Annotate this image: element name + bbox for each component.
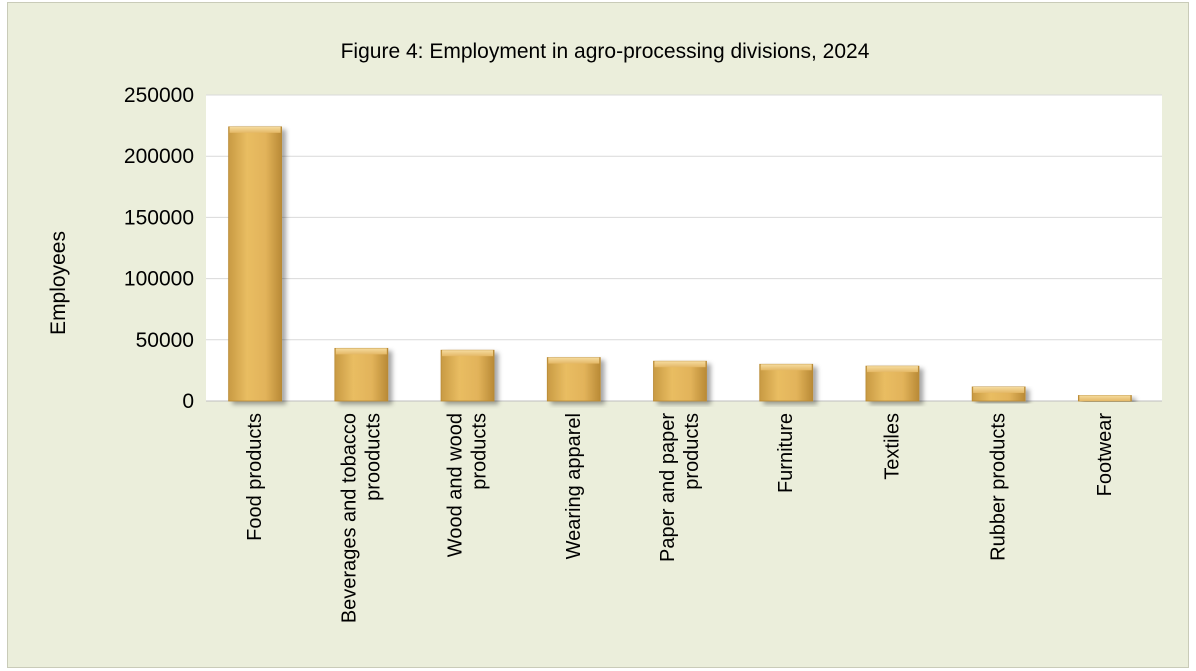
y-tick-label: 0: [182, 390, 194, 413]
x-category-label: products: [469, 413, 491, 490]
bar: [653, 360, 707, 402]
bar: [228, 126, 283, 402]
bar-bevel: [760, 364, 812, 371]
x-category-label: products: [681, 413, 703, 490]
bar-bevel: [1079, 395, 1131, 401]
chart-frame: 0 50000 100000 150000 200000 250000 Food prod…: [7, 2, 1189, 668]
x-category-label: prooducts: [362, 413, 384, 501]
bar: [865, 365, 920, 402]
bar-body: [228, 126, 283, 402]
bar: [334, 347, 389, 402]
x-category-label: Furniture: [775, 413, 797, 493]
bar: [971, 386, 1026, 402]
x-category-label: Wood and wood: [445, 413, 467, 557]
bar-body: [546, 357, 601, 402]
bar-bevel: [973, 386, 1025, 393]
y-tick-label: 150000: [124, 206, 194, 229]
bar: [546, 357, 601, 402]
x-category-label: Food products: [244, 413, 266, 541]
bars: [228, 126, 1132, 402]
bar-bevel: [866, 366, 918, 373]
y-tick-label: 200000: [124, 145, 194, 168]
y-tick-label: 50000: [136, 329, 194, 352]
bar-bevel: [229, 126, 281, 133]
y-tick-label: 100000: [124, 268, 194, 291]
bar-bevel: [335, 348, 387, 355]
y-axis-ticks: 0 50000 100000 150000 200000 250000: [124, 84, 194, 413]
bar-body: [334, 347, 389, 402]
chart-title: Figure 4: Employment in agro-processing …: [341, 40, 870, 63]
bar: [440, 349, 495, 402]
y-axis-label: Employees: [47, 231, 70, 335]
bar-bevel: [654, 361, 706, 368]
bar-chart: 0 50000 100000 150000 200000 250000 Food prod…: [47, 40, 1162, 623]
y-tick-label: 250000: [124, 84, 194, 107]
bar-body: [653, 360, 707, 402]
x-category-label: Beverages and tobacco: [338, 413, 360, 623]
bar-body: [440, 349, 495, 402]
bar-bevel: [442, 350, 494, 357]
x-category-label: Textiles: [881, 413, 903, 480]
x-category-label: Footwear: [1094, 413, 1116, 497]
bar-bevel: [548, 357, 600, 364]
bar: [759, 363, 814, 402]
bar: [1077, 395, 1132, 402]
x-category-label: Rubber products: [988, 413, 1010, 561]
x-category-label: Wearing apparel: [563, 413, 585, 559]
bar-body: [759, 363, 814, 402]
x-category-label: Paper and paper: [657, 413, 679, 562]
x-axis-categories: Food products Beverages and tobacco proodu…: [244, 413, 1116, 623]
